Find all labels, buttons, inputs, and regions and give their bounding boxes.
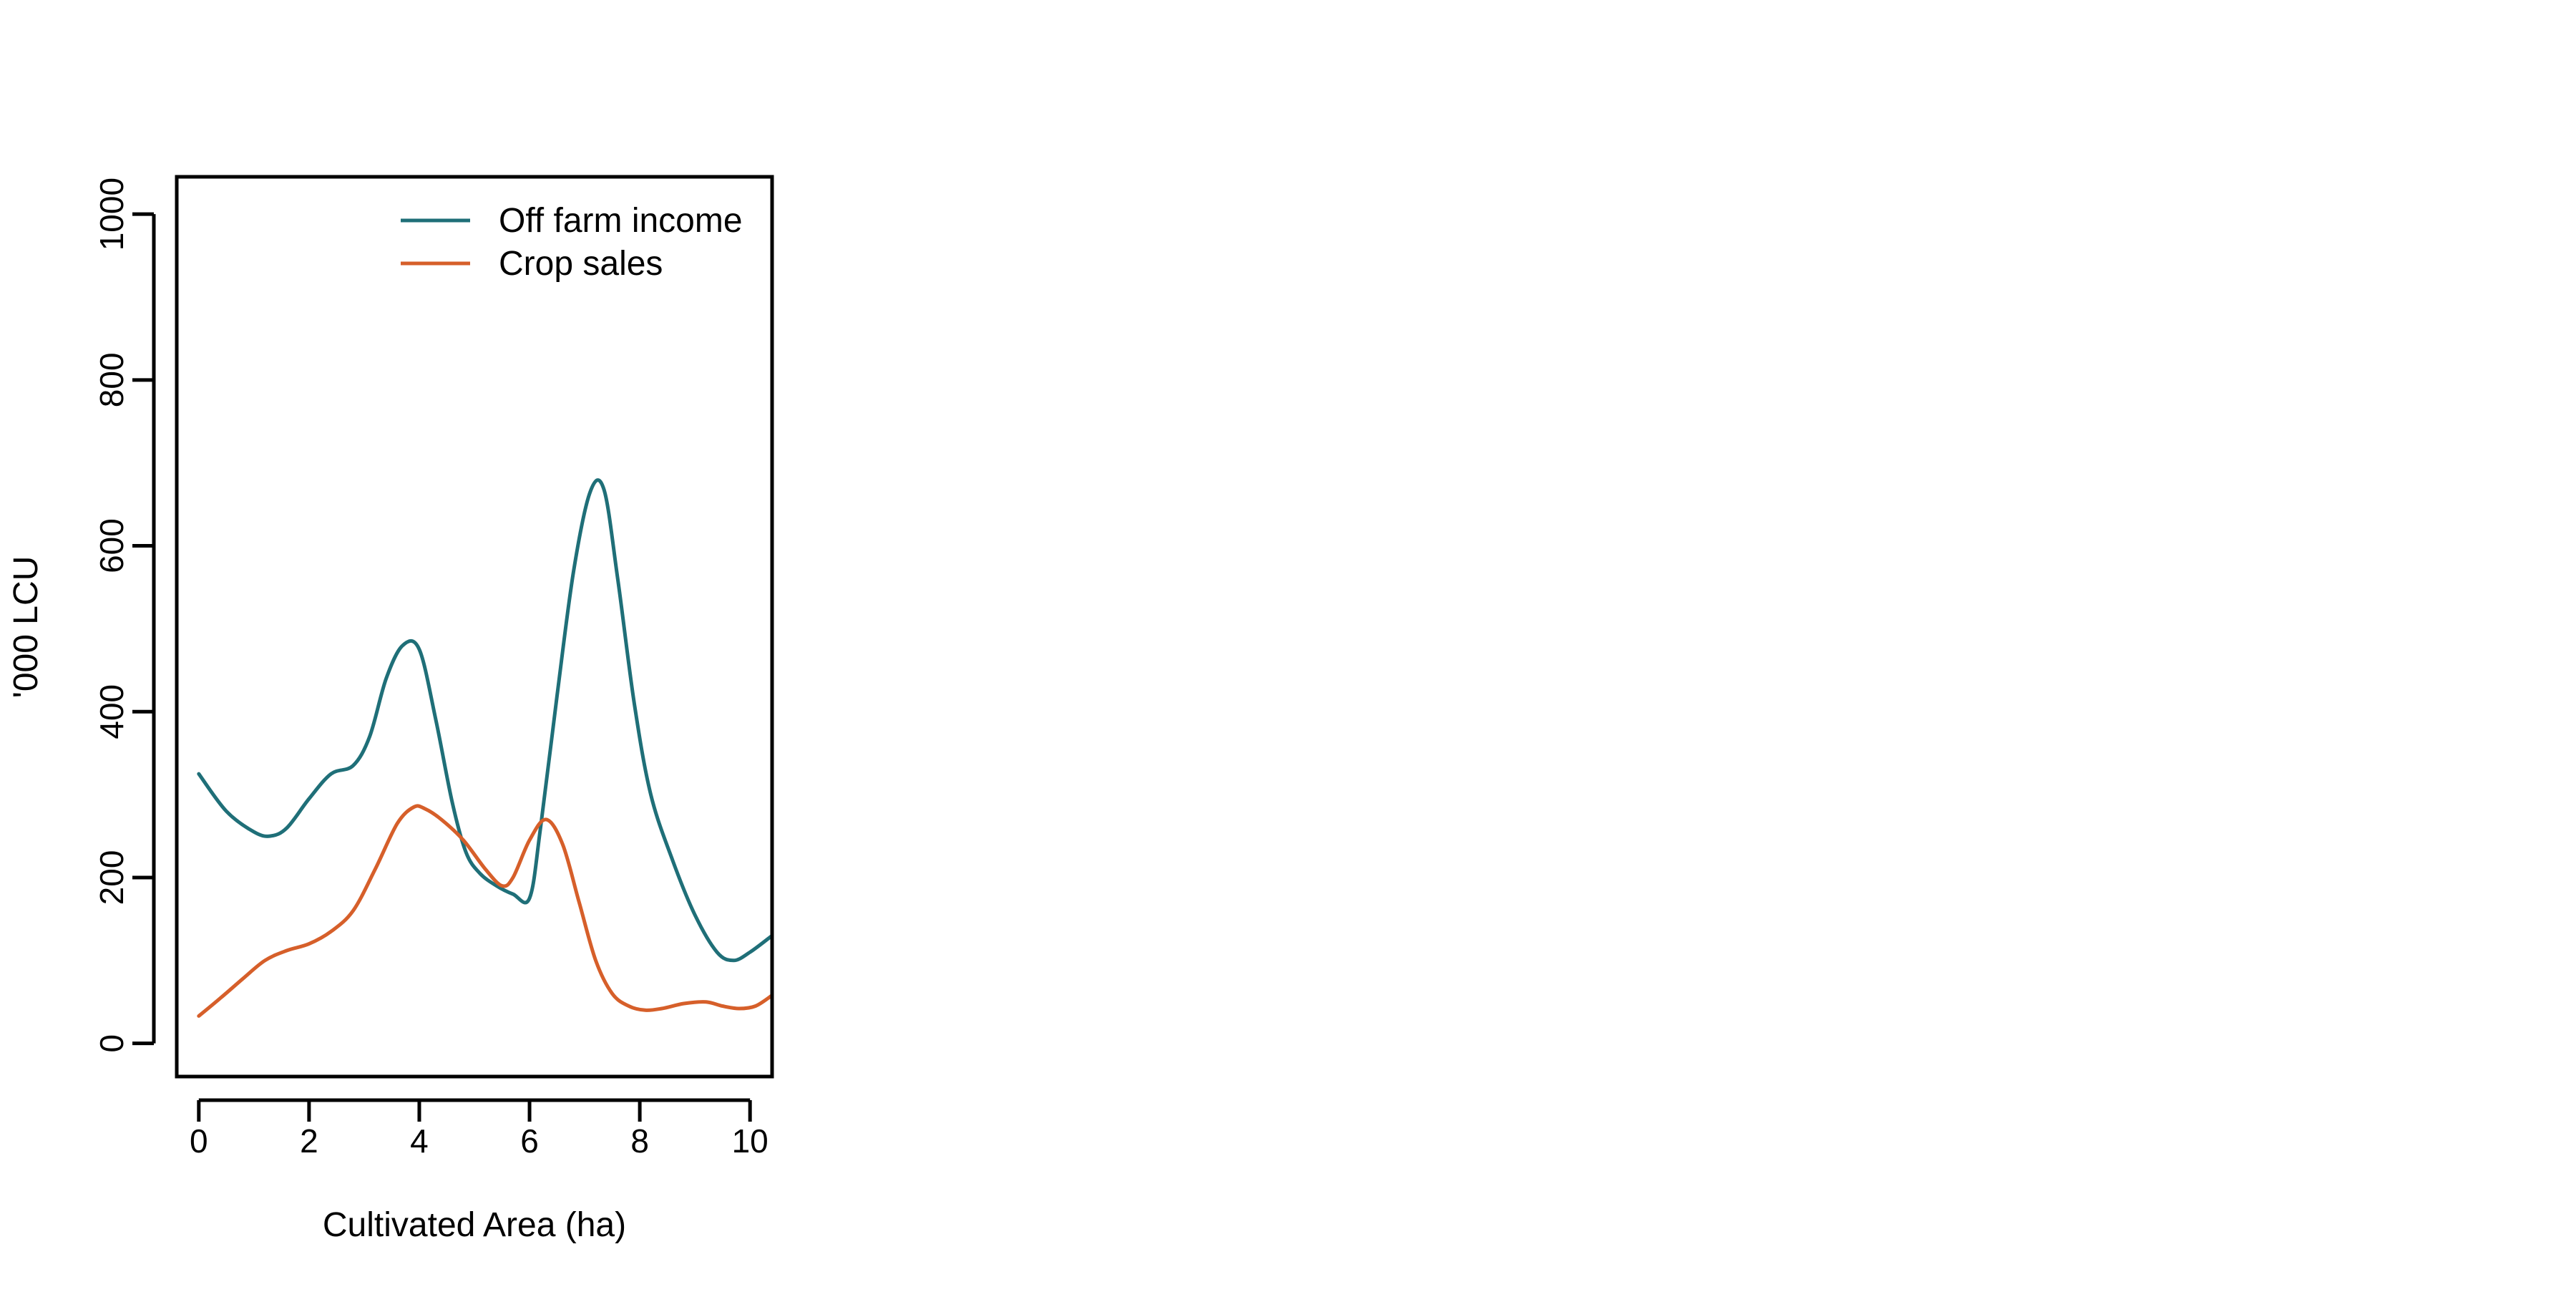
- y-axis-label: '000 LCU: [7, 556, 45, 699]
- plot-frame: [175, 175, 774, 1079]
- legend-label: Crop sales: [499, 245, 663, 283]
- x-axis: 0 2 4 6 8 10: [190, 1098, 769, 1160]
- legend-label: Off farm income: [499, 202, 743, 240]
- y-tick-label: 200: [93, 850, 130, 905]
- y-tick-label: 800: [93, 352, 130, 407]
- x-tick-label: 0: [190, 1122, 208, 1160]
- x-tick-label: 10: [732, 1122, 769, 1160]
- series-layer: [197, 478, 774, 1018]
- y-tick-label: 400: [93, 684, 130, 739]
- series-line-off-farm-income: [197, 478, 774, 963]
- series-line-crop-sales: [197, 804, 774, 1018]
- y-tick-label: 0: [93, 1034, 130, 1053]
- x-tick-label: 8: [630, 1122, 649, 1160]
- x-tick-label: 6: [520, 1122, 539, 1160]
- x-tick-label: 4: [410, 1122, 429, 1160]
- x-tick-label: 2: [300, 1122, 318, 1160]
- x-axis-label: Cultivated Area (ha): [323, 1206, 626, 1244]
- legend: Off farm income Crop sales: [401, 202, 743, 283]
- y-tick-label: 600: [93, 518, 130, 573]
- y-axis: 0 200 400 600 800 1000: [93, 178, 156, 1053]
- y-tick-label: 1000: [93, 178, 130, 251]
